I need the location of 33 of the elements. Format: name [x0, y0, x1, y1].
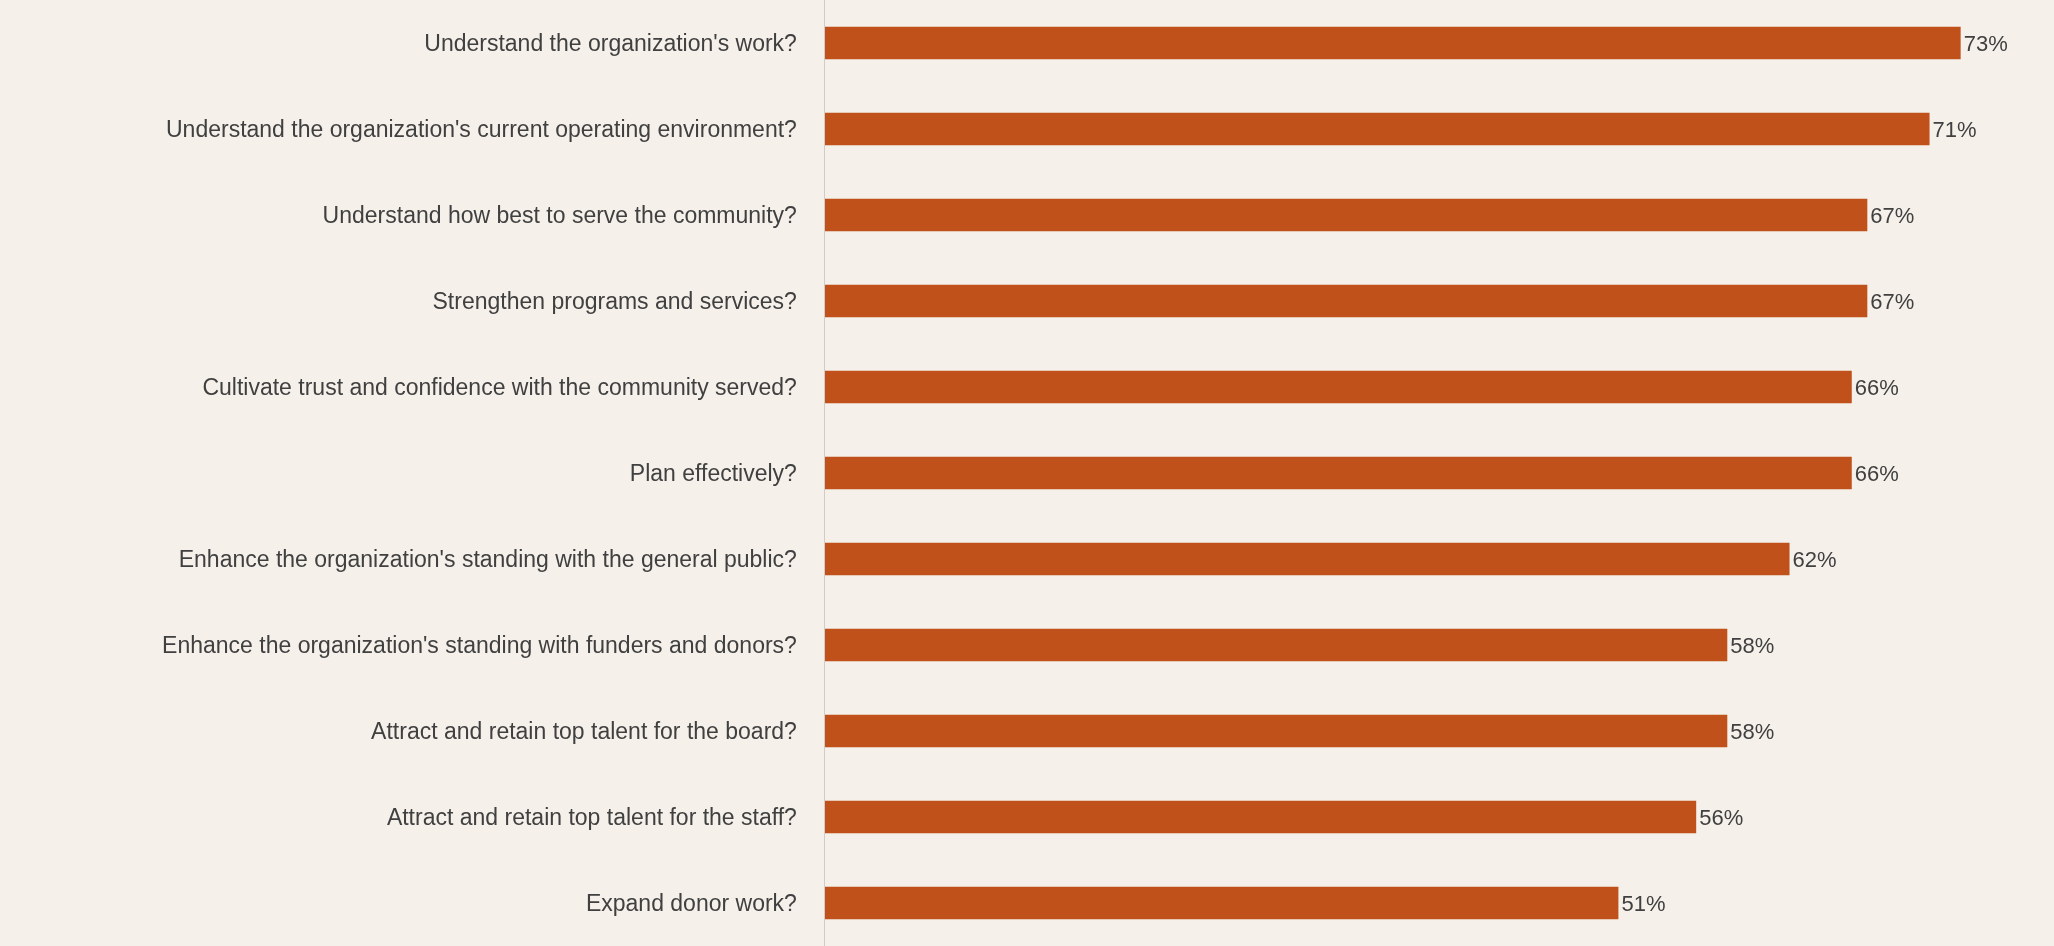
data-label: 67% [1870, 202, 1915, 228]
data-label: 56% [1699, 804, 1744, 830]
bar [825, 800, 1697, 834]
bar [825, 714, 1728, 748]
data-label: 62% [1792, 546, 1837, 572]
y-tick-label: Attract and retain top talent for the staff? [386, 804, 797, 831]
y-tick-label: Strengthen programs and services? [432, 288, 797, 315]
data-label: 73% [1963, 30, 2008, 56]
y-tick-label: Attract and retain top talent for the board? [371, 718, 797, 745]
data-label: 71% [1932, 116, 1977, 142]
y-tick-label: Understand the organization's current operating environment? [166, 116, 797, 143]
y-tick-label: Enhance the organization's standing with the general public? [178, 546, 797, 573]
bar [825, 886, 1619, 920]
data-label: 66% [1854, 460, 1899, 486]
bar [825, 456, 1852, 490]
y-tick-label: Cultivate trust and confidence with the community served? [202, 374, 797, 401]
bar [825, 26, 1961, 60]
bar [825, 542, 1790, 576]
bar [825, 628, 1728, 662]
data-label: 67% [1870, 288, 1915, 314]
y-tick-label: Understand the organization's work? [424, 30, 797, 57]
data-label: 58% [1730, 632, 1775, 658]
data-label: 66% [1854, 374, 1899, 400]
y-tick-label: Expand donor work? [585, 890, 797, 917]
bar [825, 370, 1852, 404]
bar [825, 112, 1930, 146]
data-label: 51% [1621, 890, 1666, 916]
y-tick-label: Understand how best to serve the community? [322, 202, 797, 229]
y-tick-label: Enhance the organization's standing with funders and donors? [162, 632, 797, 659]
y-tick-label: Plan effectively? [629, 460, 797, 487]
data-label: 58% [1730, 718, 1775, 744]
bar [825, 284, 1868, 318]
bar [825, 198, 1868, 232]
